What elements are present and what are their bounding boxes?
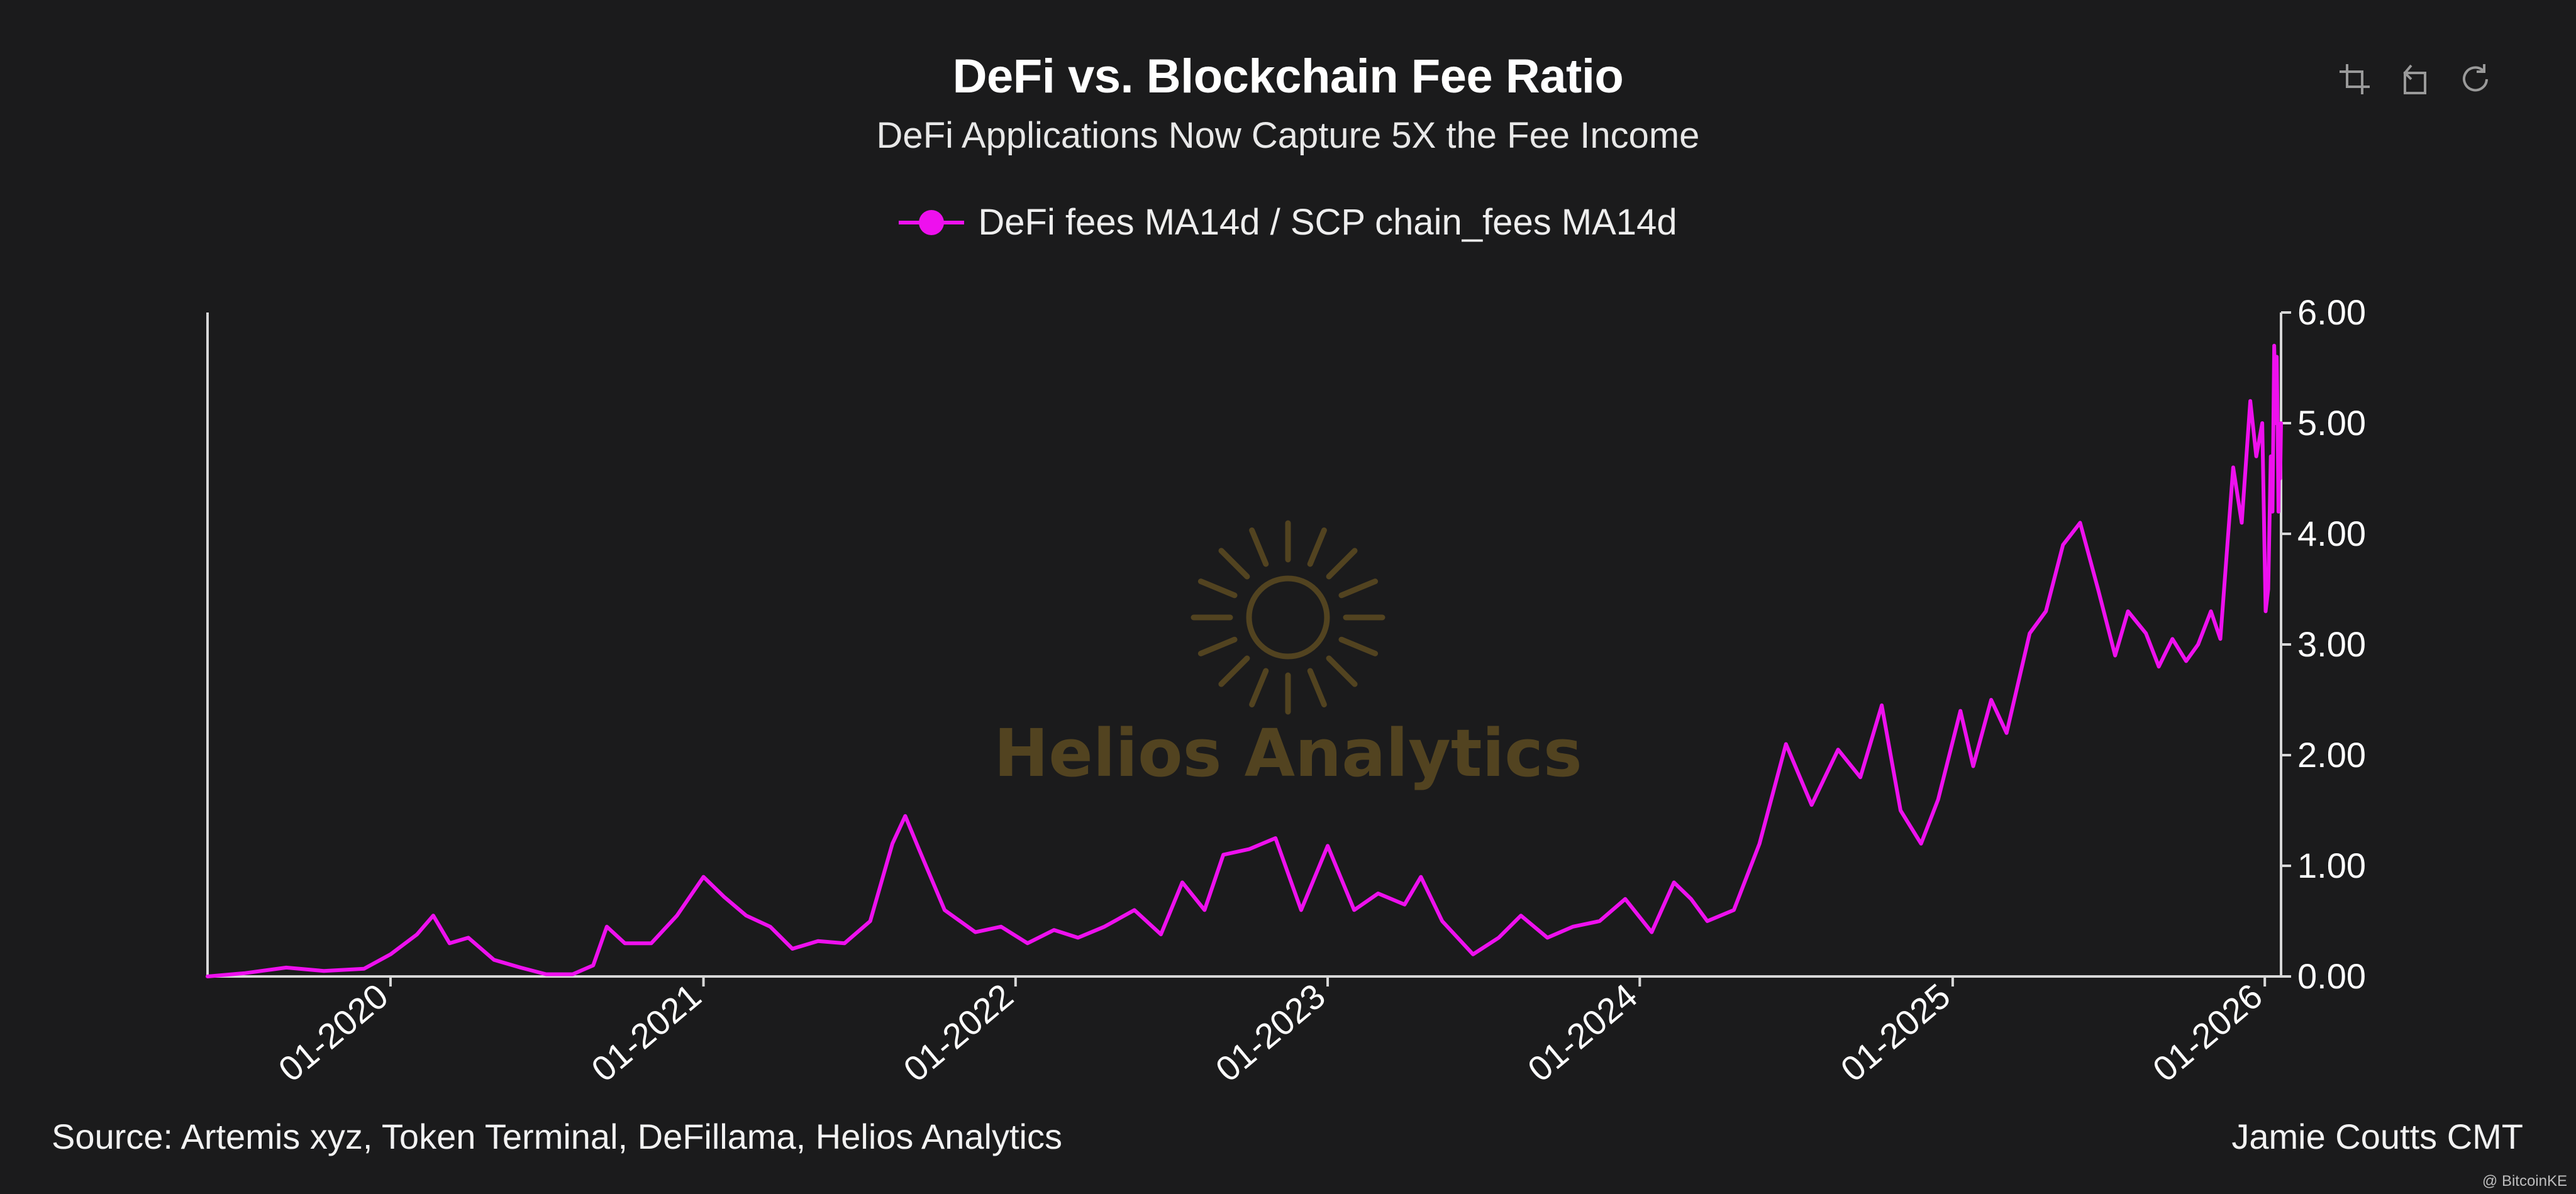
x-tick-label: 01-2025 [1833,976,1958,1089]
chart-subtitle: DeFi Applications Now Capture 5X the Fee… [0,114,2576,157]
sun-ray [1221,551,1247,577]
sun-ray [1329,551,1355,577]
x-tick-label: 01-2026 [2145,976,2270,1089]
legend[interactable]: DeFi fees MA14d / SCP chain_fees MA14d [0,201,2576,243]
refresh-icon[interactable] [2457,60,2494,98]
chart-title: DeFi vs. Blockchain Fee Ratio [0,49,2576,104]
sun-ray [1341,639,1375,653]
legend-label[interactable]: DeFi fees MA14d / SCP chain_fees MA14d [978,201,1677,243]
sun-ray [1310,671,1324,705]
y-tick-label: 2.00 [2297,735,2366,775]
sun-circle [1249,578,1327,656]
y-tick-label: 1.00 [2297,846,2366,885]
sun-ray [1341,582,1375,595]
crop-tool-icon[interactable] [2336,60,2373,98]
source-note: Source: Artemis xyz, Token Terminal, DeF… [52,1116,1062,1157]
x-tick-label: 01-2024 [1520,976,1645,1089]
x-tick-label: 01-2020 [271,976,396,1089]
sun-ray [1201,582,1235,595]
y-tick-label: 6.00 [2297,292,2366,332]
sun-ray [1310,530,1324,564]
y-tick-label: 4.00 [2297,514,2366,553]
watermark-text: Helios Analytics [994,715,1582,792]
sun-ray [1201,639,1235,653]
sun-ray [1221,658,1247,684]
y-tick-label: 5.00 [2297,403,2366,443]
author-note: Jamie Coutts CMT [2231,1116,2523,1157]
x-tick-label: 01-2022 [896,976,1021,1089]
sun-ray [1329,658,1355,684]
y-tick-label: 3.00 [2297,624,2366,664]
sun-logo-icon [1194,523,1382,712]
x-tick-label: 01-2021 [584,976,708,1089]
credit-note: @ BitcoinKE [2482,1173,2567,1190]
chart-toolbar [2336,60,2494,98]
legend-marker-icon [899,210,964,235]
undo-icon[interactable] [2396,60,2434,98]
sun-ray [1252,530,1266,564]
watermark: Helios Analytics [994,523,1582,792]
y-tick-label: 0.00 [2297,956,2366,996]
sun-ray [1252,671,1266,705]
x-tick-label: 01-2023 [1208,976,1333,1089]
